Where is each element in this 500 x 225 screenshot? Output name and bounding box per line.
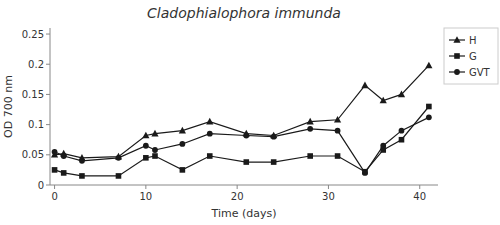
point xyxy=(334,116,341,123)
point xyxy=(426,104,432,110)
point xyxy=(425,62,432,69)
x-tick-label: 0 xyxy=(51,191,57,202)
point xyxy=(142,132,149,139)
y-tick-label: 0.25 xyxy=(22,29,44,40)
point xyxy=(243,159,249,165)
point xyxy=(426,114,432,120)
y-tick-label: 0.15 xyxy=(22,89,44,100)
point xyxy=(52,167,58,173)
legend-marker xyxy=(454,53,460,59)
point xyxy=(307,126,313,132)
point xyxy=(79,173,85,179)
point xyxy=(307,118,314,125)
title: Cladophialophora immunda xyxy=(147,5,341,21)
point xyxy=(152,147,158,153)
legend: HG GVT xyxy=(444,28,498,84)
x-axis xyxy=(50,185,438,186)
legend-label: G xyxy=(469,51,477,62)
point xyxy=(271,159,277,165)
point xyxy=(143,155,149,161)
x-tick xyxy=(237,185,238,189)
y-axis-label: OD 700 nm xyxy=(2,75,15,138)
point xyxy=(152,153,158,159)
point xyxy=(61,153,67,159)
point xyxy=(61,170,67,176)
point xyxy=(206,118,213,125)
y-tick xyxy=(46,124,50,125)
x-tick xyxy=(145,185,146,189)
point xyxy=(307,153,313,159)
legend-marker xyxy=(453,36,460,43)
y-tick xyxy=(46,34,50,35)
point xyxy=(398,91,405,98)
point xyxy=(243,133,249,139)
y-tick xyxy=(46,154,50,155)
point xyxy=(380,143,386,149)
line xyxy=(55,107,429,176)
point xyxy=(207,153,213,159)
y-tick-label: 0 xyxy=(38,180,44,191)
point xyxy=(207,131,213,137)
line xyxy=(55,65,429,157)
y-tick xyxy=(46,64,50,65)
point xyxy=(179,127,186,134)
chart: Cladophialophora immunda 0 10 20 30 40 0 0.05 0.… xyxy=(0,0,500,225)
x-tick xyxy=(419,185,420,189)
plot-area xyxy=(51,62,433,179)
legend-frame xyxy=(444,28,498,84)
x-tick-label: 10 xyxy=(139,191,152,202)
y-tick xyxy=(46,185,50,186)
point xyxy=(335,128,341,134)
x-tick-label: 20 xyxy=(231,191,244,202)
y-tick-label: 0.1 xyxy=(28,119,44,130)
point xyxy=(151,130,158,137)
y-tick-label: 0.2 xyxy=(28,59,44,70)
point xyxy=(52,149,58,155)
x-tick-label: 30 xyxy=(322,191,335,202)
point xyxy=(399,137,405,143)
x-tick xyxy=(54,185,55,189)
x-axis-label: Time (days) xyxy=(211,207,277,220)
y-tick xyxy=(46,94,50,95)
point xyxy=(116,155,122,161)
point xyxy=(362,170,368,176)
legend-marker xyxy=(454,69,460,75)
x-tick-label: 40 xyxy=(413,191,426,202)
point xyxy=(116,173,122,179)
legend-label: H xyxy=(469,35,477,46)
point xyxy=(361,82,368,89)
y-tick-label: 0.05 xyxy=(22,149,44,160)
x-tick xyxy=(328,185,329,189)
point xyxy=(399,128,405,134)
point xyxy=(380,97,387,104)
legend-label: GVT xyxy=(469,67,491,78)
point xyxy=(179,141,185,147)
point xyxy=(271,134,277,140)
point xyxy=(79,158,85,164)
y-axis xyxy=(50,28,51,185)
point xyxy=(335,153,341,159)
point xyxy=(143,143,149,149)
point xyxy=(180,167,186,173)
line xyxy=(55,117,429,173)
